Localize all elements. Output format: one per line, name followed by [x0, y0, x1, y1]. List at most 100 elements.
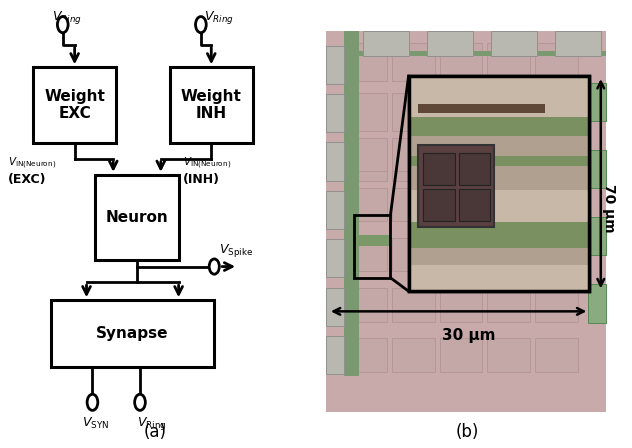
Bar [535, 188, 578, 221]
Text: $V_{\mathregular{Spike}}$: $V_{\mathregular{Spike}}$ [219, 242, 253, 259]
Bar [344, 43, 387, 81]
Bar [459, 153, 490, 185]
Circle shape [209, 259, 219, 274]
Bar [344, 31, 353, 376]
Bar [459, 190, 490, 221]
Text: 70 μm: 70 μm [602, 184, 616, 233]
Bar [440, 238, 482, 271]
Bar [487, 188, 530, 221]
Bar [95, 175, 179, 260]
Bar [408, 76, 589, 291]
Text: $V_{\mathregular{SYN}}$: $V_{\mathregular{SYN}}$ [82, 416, 109, 431]
Bar [487, 43, 530, 81]
Bar [440, 338, 482, 372]
Text: (b): (b) [456, 423, 479, 441]
Bar [535, 93, 578, 131]
Bar [408, 167, 589, 190]
Bar [588, 83, 605, 121]
Bar [408, 222, 589, 248]
Bar [408, 136, 589, 156]
Text: (a): (a) [143, 423, 166, 441]
Text: (EXC): (EXC) [8, 172, 46, 186]
Bar [356, 235, 389, 246]
Bar [535, 138, 578, 171]
Bar [344, 188, 387, 221]
Bar [326, 46, 344, 84]
Bar [440, 188, 482, 221]
Bar [427, 31, 473, 56]
Bar [588, 217, 605, 255]
Bar [169, 67, 253, 143]
Bar [408, 76, 589, 291]
Bar [326, 94, 344, 132]
Text: Weight
EXC: Weight EXC [44, 89, 105, 121]
Bar [353, 31, 358, 376]
Text: 30 μm: 30 μm [442, 328, 495, 343]
Bar [33, 67, 116, 143]
Bar [440, 288, 482, 322]
Bar [326, 288, 344, 326]
Bar [535, 338, 578, 372]
Bar [392, 93, 435, 131]
Text: $V_{\mathregular{IN(Neuron)}}$: $V_{\mathregular{IN(Neuron)}}$ [183, 156, 231, 171]
Bar [418, 145, 494, 227]
Bar [588, 150, 605, 188]
Bar [535, 43, 578, 81]
Bar [423, 190, 454, 221]
Bar [487, 93, 530, 131]
Bar [344, 288, 387, 322]
Bar [344, 238, 387, 271]
Text: (INH): (INH) [183, 172, 220, 186]
Bar [487, 288, 530, 322]
Circle shape [87, 394, 98, 410]
Bar [408, 117, 589, 136]
Text: $V_{\mathregular{Ring}}$: $V_{\mathregular{Ring}}$ [204, 9, 234, 26]
Bar [555, 31, 601, 56]
Bar [440, 138, 482, 171]
Text: Weight
INH: Weight INH [181, 89, 241, 121]
Bar [535, 288, 578, 322]
Bar [392, 288, 435, 322]
Text: Neuron: Neuron [106, 210, 168, 225]
Bar [363, 31, 408, 56]
Bar [588, 284, 605, 323]
Bar [51, 300, 214, 367]
Bar [440, 93, 482, 131]
Bar [326, 191, 344, 229]
Bar [392, 43, 435, 81]
Bar [344, 143, 387, 181]
Bar [440, 43, 482, 81]
Bar [326, 239, 344, 277]
Bar [392, 138, 435, 171]
Bar [392, 188, 435, 221]
Bar [487, 238, 530, 271]
Bar [326, 336, 344, 374]
Bar [490, 31, 537, 56]
Bar [408, 156, 589, 167]
Text: Synapse: Synapse [96, 326, 169, 341]
Text: $V_{\mathregular{Ring}}$: $V_{\mathregular{Ring}}$ [137, 415, 166, 432]
Bar [344, 138, 387, 171]
Text: $V_{\mathregular{Ring}}$: $V_{\mathregular{Ring}}$ [52, 9, 82, 26]
Bar [392, 143, 435, 181]
Bar [418, 104, 545, 113]
Bar [355, 215, 391, 278]
Bar [353, 51, 605, 56]
Bar [487, 338, 530, 372]
Bar [344, 338, 387, 372]
Bar [344, 93, 387, 131]
Bar [408, 76, 589, 291]
Bar [487, 143, 530, 181]
Bar [326, 31, 605, 412]
Bar [326, 142, 344, 181]
Bar [487, 138, 530, 171]
Bar [440, 143, 482, 181]
Bar [408, 248, 589, 265]
Text: $V_{\mathregular{IN(Neuron)}}$: $V_{\mathregular{IN(Neuron)}}$ [8, 156, 56, 171]
Circle shape [58, 17, 68, 33]
Bar [392, 238, 435, 271]
Bar [392, 338, 435, 372]
Bar [423, 153, 454, 185]
Bar [535, 143, 578, 181]
Circle shape [135, 394, 145, 410]
